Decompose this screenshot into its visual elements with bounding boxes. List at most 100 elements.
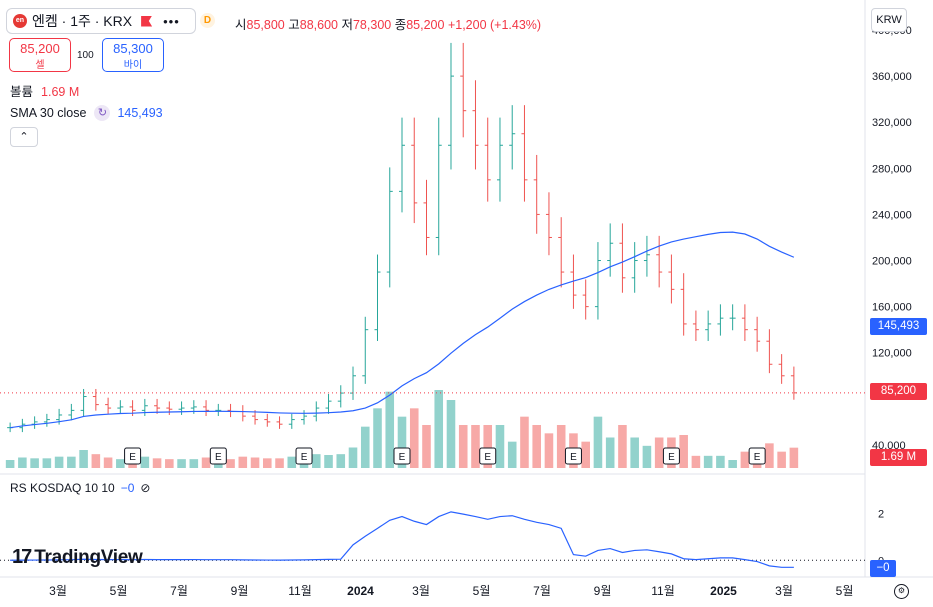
volume-bar — [593, 416, 603, 468]
symbol-label: 엔켐 · 1주 · KRX — [32, 13, 133, 29]
volume-bar — [360, 426, 370, 468]
settings-icon[interactable]: ⚙ — [894, 584, 909, 599]
volume-legend[interactable]: 볼륨 1.69 M — [10, 81, 79, 100]
symbol-search-box[interactable]: en 엔켐 · 1주 · KRX ••• — [6, 8, 196, 34]
time-axis-tick: 3월 — [775, 584, 793, 598]
volume-bar — [691, 455, 701, 468]
volume-bar — [397, 416, 407, 468]
earnings-marker-label: E — [129, 452, 136, 463]
time-axis-tick: 5월 — [836, 584, 854, 598]
time-axis-tick: 7월 — [170, 584, 188, 598]
tradingview-mark-icon: 17 — [12, 546, 32, 568]
price-axis-tick: 320,000 — [872, 117, 912, 129]
volume-bar — [581, 441, 590, 468]
sell-price: 85,200 — [20, 41, 60, 56]
volume-bar — [201, 457, 211, 468]
volume-bar — [103, 457, 113, 468]
price-axis-tick: 360,000 — [872, 71, 912, 83]
volume-bar — [324, 455, 333, 468]
volume-bar — [275, 458, 284, 468]
sma-price-tag: 145,493 — [870, 318, 927, 335]
volume-bar — [765, 443, 774, 468]
low-label: 저 — [341, 18, 353, 32]
volume-bar — [544, 433, 554, 468]
volume-bar — [789, 447, 799, 468]
earnings-marker — [662, 447, 680, 465]
high-value: 88,600 — [299, 18, 338, 32]
tradingview-wordmark: TradingView — [34, 546, 143, 568]
volume-bar — [409, 408, 419, 468]
price-axis-tick: 280,000 — [872, 163, 912, 175]
volume-bar — [605, 437, 615, 468]
volume-bar — [91, 454, 101, 468]
buy-price: 85,300 — [113, 41, 153, 56]
time-axis-tick: 11월 — [288, 584, 312, 598]
hide-icon[interactable]: ⊘ — [140, 481, 151, 495]
volume-bar — [140, 456, 150, 468]
earnings-marker — [748, 447, 766, 465]
volume-bar — [79, 450, 88, 468]
time-axis-tick: 2024 — [347, 584, 374, 598]
volume-bar — [287, 456, 297, 468]
open-label: 시 — [235, 18, 247, 32]
sma-legend[interactable]: SMA 30 close ↻ 145,493 — [10, 105, 163, 121]
price-axis-tick: 160,000 — [872, 302, 912, 314]
time-axis-tick: 11월 — [651, 584, 675, 598]
sync-icon[interactable]: ↻ — [94, 105, 111, 121]
buy-button[interactable]: 85,300 바이 — [102, 38, 164, 72]
company-logo: en — [13, 14, 27, 28]
volume-bar — [5, 460, 15, 468]
volume-label: 볼륨 — [10, 85, 34, 99]
earnings-marker — [209, 447, 227, 465]
last-price-tag: 85,200 — [870, 383, 927, 400]
time-axis-tick: 7월 — [533, 584, 551, 598]
volume-bar — [716, 455, 725, 468]
volume-bar — [703, 455, 713, 468]
volume-bar — [471, 425, 480, 468]
volume-bar — [385, 391, 395, 468]
volume-bar — [336, 454, 346, 468]
volume-bar — [238, 456, 248, 468]
volume-bar — [165, 459, 174, 468]
earnings-marker — [393, 447, 411, 465]
close-value: 85,200 — [406, 18, 445, 32]
chevron-up-icon[interactable]: ⌃ — [10, 127, 38, 147]
time-axis-tick: 3월 — [49, 584, 67, 598]
order-quantity[interactable]: 100 — [77, 50, 94, 61]
currency-selector[interactable]: KRW — [871, 8, 907, 32]
dividend-badge[interactable]: D — [200, 13, 215, 28]
volume-bar — [618, 425, 627, 468]
tradingview-logo[interactable]: 17 TradingView — [12, 546, 143, 569]
volume-bar — [116, 459, 125, 468]
flag-icon[interactable] — [141, 15, 153, 27]
price-axis-tick: 120,000 — [872, 348, 912, 360]
sma-line — [10, 231, 795, 429]
earnings-marker-label: E — [484, 452, 491, 463]
earnings-marker — [295, 447, 313, 465]
volume-bar — [446, 400, 456, 468]
more-options-icon[interactable]: ••• — [163, 13, 180, 29]
volume-bar — [642, 445, 652, 468]
volume-bar — [422, 425, 431, 468]
volume-value: 1.69 M — [41, 85, 80, 99]
earnings-marker-label: E — [570, 452, 577, 463]
earnings-marker-label: E — [754, 452, 761, 463]
change-value: +1,200 (+1.43%) — [447, 18, 542, 32]
sell-button[interactable]: 85,200 셀 — [9, 38, 71, 72]
volume-bar — [483, 425, 493, 468]
volume-bar — [18, 457, 27, 468]
volume-bar — [42, 458, 52, 468]
close-label: 종 — [394, 18, 407, 32]
sma-value: 145,493 — [117, 106, 163, 120]
volume-bar — [740, 451, 750, 468]
volume-price-tag: 1.69 M — [870, 449, 927, 466]
volume-bar — [654, 437, 664, 468]
sell-label: 셀 — [35, 60, 45, 71]
time-axis-tick: 9월 — [594, 584, 612, 598]
rs-legend[interactable]: RS KOSDAQ 10 10 −0 ⊘ — [10, 481, 150, 495]
earnings-marker-label: E — [301, 452, 308, 463]
volume-bar — [679, 435, 688, 468]
buy-label: 바이 — [123, 60, 143, 71]
